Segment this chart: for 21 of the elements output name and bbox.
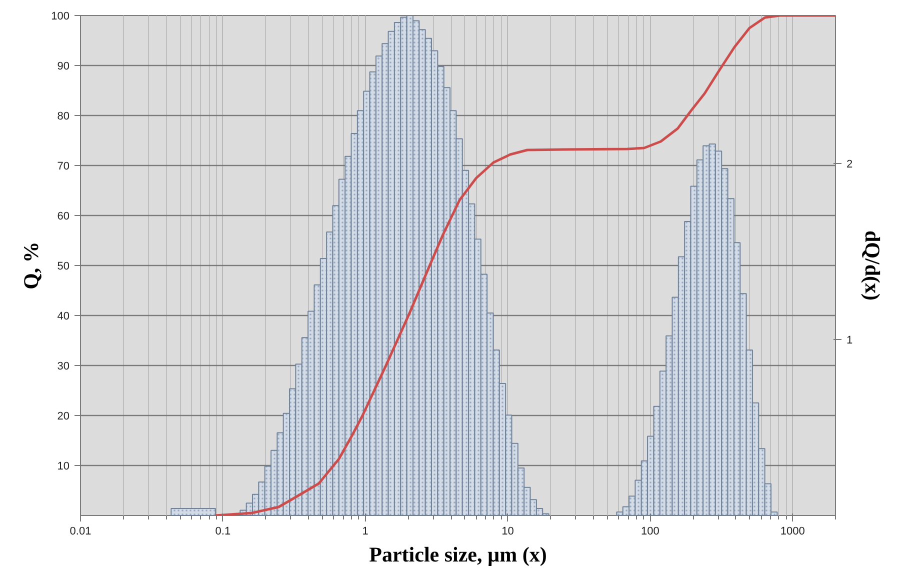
y-tick-label: 10 — [57, 460, 70, 472]
x-tick-label: 100 — [641, 526, 660, 538]
y-tick-label: 60 — [57, 210, 70, 222]
x-tick-label: 0.1 — [215, 526, 231, 538]
y-tick-label: 90 — [57, 60, 70, 72]
y-axis-title: Q, % — [19, 242, 44, 290]
y-tick-label: 40 — [57, 310, 70, 322]
x-tick-label: 1000 — [780, 526, 805, 538]
y2-axis-title: dQ/d(x) — [860, 230, 885, 301]
y2-tick-label: 1 — [846, 334, 853, 346]
y-tick-label: 20 — [57, 410, 70, 422]
x-tick-label: 1 — [362, 526, 368, 538]
y-tick-label: 50 — [57, 260, 70, 272]
y-tick-label: 70 — [57, 160, 70, 172]
y-tick-label: 80 — [57, 110, 70, 122]
x-tick-label: 10 — [502, 526, 514, 538]
x-tick-label: 0.01 — [70, 526, 92, 538]
y-tick-label: 30 — [57, 360, 70, 372]
y-tick-label: 100 — [51, 10, 70, 22]
y2-tick-label: 2 — [846, 158, 853, 170]
x-axis-title: Particle size, µm (x) — [369, 542, 547, 566]
